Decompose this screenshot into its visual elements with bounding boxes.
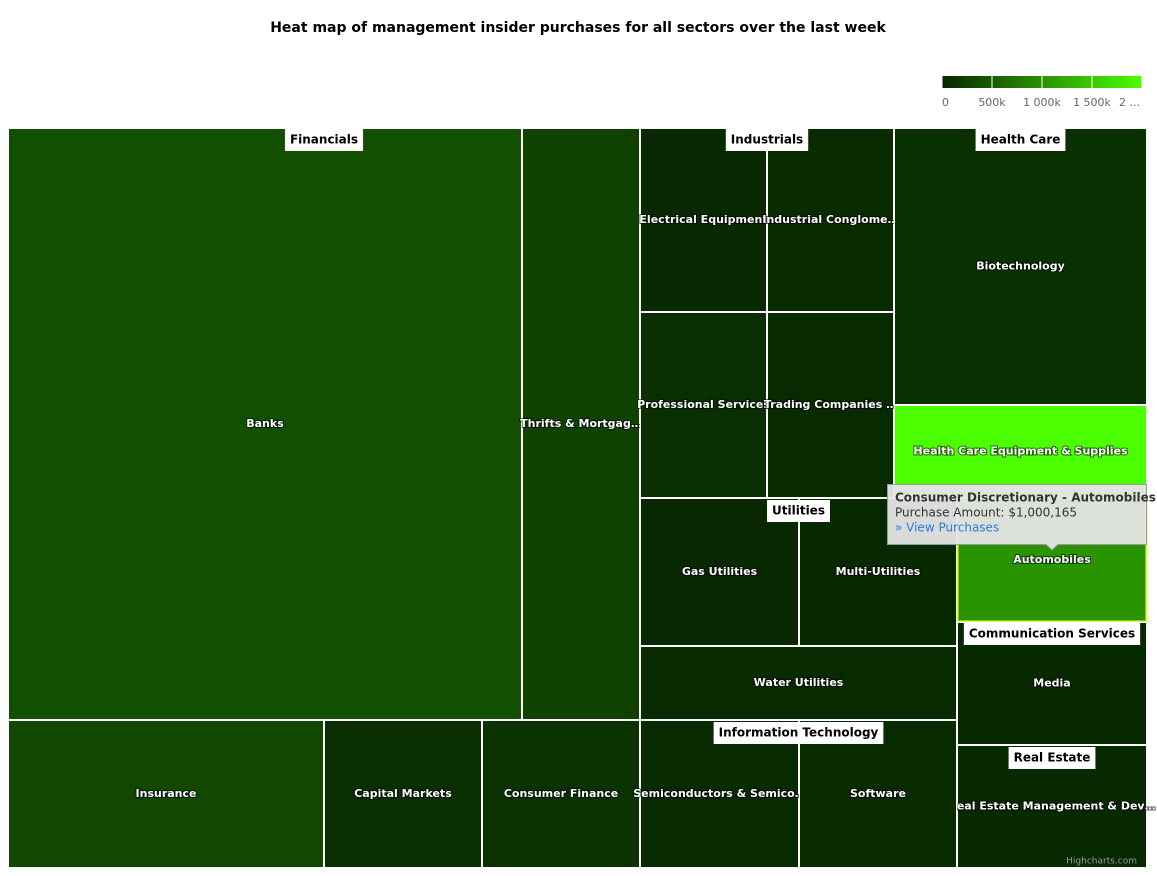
cell-label: Automobiles <box>1013 553 1091 566</box>
treemap-cell <box>767 128 894 312</box>
treemap-cell <box>522 128 640 720</box>
treemap-cell <box>894 405 1147 498</box>
group-label-bg <box>725 129 809 151</box>
treemap-cell <box>799 720 957 868</box>
cell-label: Software <box>850 787 906 800</box>
tooltip: Consumer Discretionary - Automobiles Pur… <box>887 484 1156 551</box>
cell-label: Trading Companies … <box>764 398 897 411</box>
tooltip-link[interactable]: » View Purchases <box>895 521 999 535</box>
group-label: Communication Services <box>969 627 1135 641</box>
group-label: Information Technology <box>719 726 879 740</box>
treemap-cell <box>767 312 894 498</box>
cell-label: Capital Markets <box>354 787 452 800</box>
cell-label: Semiconductors & Semico… <box>633 787 805 800</box>
treemap-cell <box>894 128 1147 405</box>
cell-label: Health Care Equipment & Supplies <box>913 445 1128 458</box>
treemap-cell <box>324 720 482 868</box>
cell-label: Gas Utilities <box>682 565 758 578</box>
cell-label: Consumer Finance <box>504 787 618 800</box>
group-label-bg <box>963 623 1141 645</box>
group-label: Industrials <box>731 133 803 147</box>
cell-label: Industrial Conglome… <box>762 213 898 226</box>
group-label-bg <box>767 500 830 522</box>
cell-label: Insurance <box>136 787 197 800</box>
group-label: Utilities <box>772 504 825 518</box>
treemap-cell <box>482 720 640 868</box>
treemap-cell <box>640 498 799 646</box>
color-axis-label: 500k <box>978 96 1006 109</box>
tooltip-text: Purchase Amount: $1,000,165 <box>895 506 1077 520</box>
color-axis-label: 1 500k <box>1073 96 1111 109</box>
group-label: Real Estate <box>1014 751 1091 765</box>
chart-title: Heat map of management insider purchases… <box>270 20 886 36</box>
credits: Highcharts.com <box>1066 857 1137 867</box>
color-axis-label: 0 <box>942 96 949 109</box>
treemap-cell <box>640 646 957 720</box>
cell-label: Real Estate Management & Dev… <box>948 800 1155 813</box>
group-label-bg <box>713 722 884 744</box>
treemap-cell <box>640 128 767 312</box>
cell-label: Media <box>1033 677 1070 690</box>
treemap-cell <box>640 720 799 868</box>
group-label: Financials <box>290 133 358 147</box>
cell-label: Thrifts & Mortgag… <box>520 417 642 430</box>
group-label-bg <box>284 129 364 151</box>
treemap-cell <box>640 312 767 498</box>
color-axis-label: 2 ... <box>1119 96 1140 109</box>
group-label-bg <box>975 129 1066 151</box>
cell-label: Banks <box>246 417 284 430</box>
cell-label: Biotechnology <box>976 260 1065 273</box>
cell-label: Water Utilities <box>754 676 844 689</box>
group-label: Health Care <box>981 133 1061 147</box>
cell-label: Professional Services <box>637 398 770 411</box>
cell-label: Multi-Utilities <box>836 565 921 578</box>
tooltip-box <box>887 484 1147 551</box>
group-label-bg <box>1008 747 1096 769</box>
color-axis-label: 1 000k <box>1023 96 1061 109</box>
tooltip-title: Consumer Discretionary - Automobiles <box>895 491 1156 505</box>
treemap-cell <box>8 720 324 868</box>
treemap-cell <box>8 128 522 720</box>
cell-label: Electrical Equipment <box>639 213 767 226</box>
